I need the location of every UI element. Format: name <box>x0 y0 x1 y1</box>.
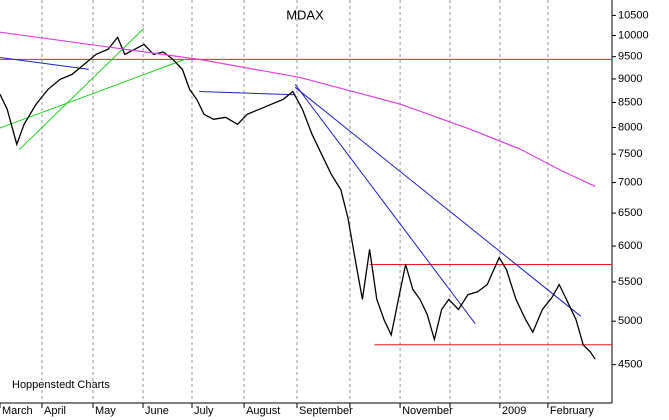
trend-line <box>0 58 185 129</box>
x-tick-label: September <box>299 405 353 417</box>
y-tick-label: 10000 <box>618 29 649 41</box>
trend-line <box>199 91 296 96</box>
trend-line <box>294 86 582 317</box>
x-tick-label: August <box>246 405 280 417</box>
trend-line <box>294 84 476 325</box>
x-tick-label: April <box>44 405 66 417</box>
plot-area <box>0 0 612 403</box>
x-tick-label: July <box>194 405 214 417</box>
y-tick-label: 10500 <box>618 9 649 21</box>
y-tick-label: 8000 <box>618 121 642 133</box>
x-tick-label: November <box>402 405 453 417</box>
y-tick-label: 4500 <box>618 359 642 371</box>
x-tick-label: May <box>95 405 116 417</box>
y-tick-label: 6500 <box>618 207 642 219</box>
y-tick-label: 5500 <box>618 276 642 288</box>
trend-line <box>0 57 89 70</box>
chart-title: MDAX <box>286 7 324 22</box>
y-tick-label: 5000 <box>618 315 642 327</box>
source-label: Hoppenstedt Charts <box>12 379 110 391</box>
x-tick-label: June <box>145 405 169 417</box>
x-tick-label: February <box>550 405 595 417</box>
series-line <box>0 36 596 360</box>
series-line <box>0 31 596 187</box>
y-tick-label: 7500 <box>618 148 642 160</box>
y-tick-label: 8500 <box>618 96 642 108</box>
x-tick-label: 2009 <box>502 405 526 417</box>
y-tick-label: 7000 <box>618 176 642 188</box>
y-tick-label: 9500 <box>618 51 642 63</box>
x-tick-label: March <box>2 405 33 417</box>
y-tick-label: 9000 <box>618 73 642 85</box>
y-tick-label: 6000 <box>618 240 642 252</box>
